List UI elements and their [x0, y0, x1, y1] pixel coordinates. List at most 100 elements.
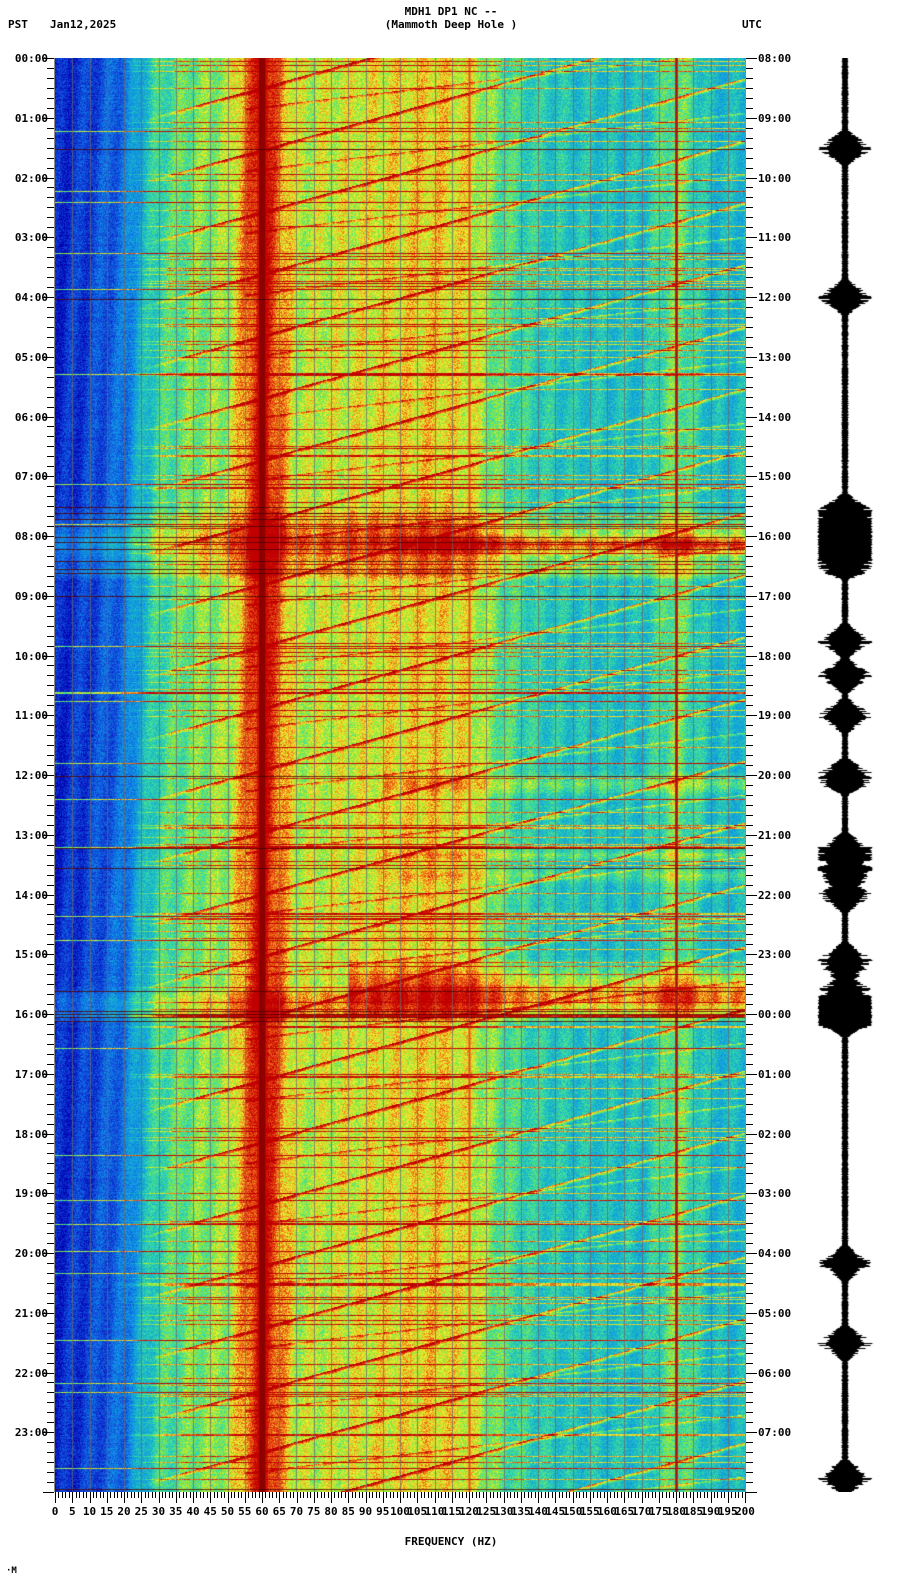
right-minor-tick — [746, 845, 753, 846]
left-time-label: 02:00 — [14, 172, 48, 185]
right-minor-tick — [746, 994, 753, 995]
frequency-major-tick — [314, 1492, 315, 1503]
left-minor-tick — [47, 217, 54, 218]
right-minor-tick — [746, 546, 753, 547]
right-minor-tick — [746, 1273, 753, 1274]
left-hour-tick — [43, 1432, 54, 1433]
right-minor-tick — [746, 576, 753, 577]
right-time-label: 22:00 — [758, 889, 792, 902]
left-minor-tick — [47, 636, 54, 637]
right-minor-tick — [746, 934, 753, 935]
right-minor-tick — [746, 128, 753, 129]
frequency-tick-label: 5 — [68, 1505, 76, 1518]
left-minor-tick — [47, 914, 54, 915]
frequency-minor-tick — [476, 1492, 477, 1498]
frequency-tick-label: 15 — [100, 1505, 114, 1518]
frequency-major-tick — [279, 1492, 280, 1503]
left-minor-tick — [47, 257, 54, 258]
left-hour-tick — [43, 895, 54, 896]
frequency-minor-tick — [293, 1492, 294, 1498]
frequency-minor-tick — [117, 1492, 118, 1498]
left-minor-tick — [47, 1303, 54, 1304]
frequency-minor-tick — [86, 1492, 87, 1498]
right-time-label: 10:00 — [758, 172, 792, 185]
right-minor-tick — [746, 855, 753, 856]
right-minor-tick — [746, 1422, 753, 1423]
frequency-minor-tick — [369, 1492, 370, 1498]
frequency-minor-tick — [321, 1492, 322, 1498]
x-axis-title: FREQUENCY (HZ) — [404, 1535, 498, 1548]
right-minor-tick — [746, 805, 753, 806]
station-name-title: (Mammoth Deep Hole ) — [384, 18, 518, 31]
right-time-label: 16:00 — [758, 530, 792, 543]
frequency-minor-tick — [390, 1492, 391, 1498]
frequency-tick-label: 140 — [528, 1505, 548, 1518]
frequency-minor-tick — [517, 1492, 518, 1498]
right-hour-tick — [746, 536, 757, 537]
left-minor-tick — [47, 1094, 54, 1095]
left-hour-tick — [43, 536, 54, 537]
left-hour-tick — [43, 237, 54, 238]
frequency-major-tick — [297, 1492, 298, 1503]
left-hour-tick — [43, 476, 54, 477]
right-minor-tick — [746, 148, 753, 149]
frequency-major-tick — [693, 1492, 694, 1503]
left-minor-tick — [47, 576, 54, 577]
left-hour-tick — [43, 1492, 54, 1493]
right-hour-tick — [746, 596, 757, 597]
left-minor-tick — [47, 1153, 54, 1154]
left-minor-tick — [47, 665, 54, 666]
right-minor-tick — [746, 815, 753, 816]
left-minor-tick — [47, 1363, 54, 1364]
frequency-minor-tick — [528, 1492, 529, 1498]
right-minor-tick — [746, 247, 753, 248]
frequency-minor-tick — [152, 1492, 153, 1498]
right-minor-tick — [746, 197, 753, 198]
left-minor-tick — [47, 904, 54, 905]
left-time-label: 22:00 — [14, 1367, 48, 1380]
right-minor-tick — [746, 337, 753, 338]
frequency-major-tick — [728, 1492, 729, 1503]
left-minor-tick — [47, 397, 54, 398]
frequency-major-tick — [469, 1492, 470, 1503]
left-minor-tick — [47, 98, 54, 99]
frequency-minor-tick — [359, 1492, 360, 1498]
frequency-minor-tick — [203, 1492, 204, 1498]
right-minor-tick — [746, 974, 753, 975]
left-minor-tick — [47, 924, 54, 925]
left-minor-tick — [47, 1333, 54, 1334]
left-hour-tick — [43, 656, 54, 657]
right-minor-tick — [746, 1382, 753, 1383]
left-minor-tick — [47, 158, 54, 159]
right-time-label: 04:00 — [758, 1247, 792, 1260]
right-minor-tick — [746, 1472, 753, 1473]
right-time-label: 20:00 — [758, 769, 792, 782]
frequency-minor-tick — [372, 1492, 373, 1498]
right-minor-tick — [746, 1392, 753, 1393]
right-minor-tick — [746, 1412, 753, 1413]
left-minor-tick — [47, 287, 54, 288]
frequency-tick-label: 180 — [666, 1505, 686, 1518]
frequency-major-tick — [624, 1492, 625, 1503]
right-hour-tick — [746, 297, 757, 298]
frequency-tick-label: 120 — [459, 1505, 479, 1518]
frequency-minor-tick — [145, 1492, 146, 1498]
right-minor-tick — [746, 1442, 753, 1443]
right-minor-tick — [746, 1243, 753, 1244]
right-minor-tick — [746, 377, 753, 378]
frequency-minor-tick — [324, 1492, 325, 1498]
left-minor-tick — [47, 556, 54, 557]
frequency-minor-tick — [472, 1492, 473, 1498]
frequency-minor-tick — [345, 1492, 346, 1498]
right-minor-tick — [746, 944, 753, 945]
left-hour-tick — [43, 417, 54, 418]
frequency-minor-tick — [169, 1492, 170, 1498]
left-minor-tick — [47, 227, 54, 228]
frequency-minor-tick — [276, 1492, 277, 1498]
right-hour-tick — [746, 1014, 757, 1015]
right-time-label: 07:00 — [758, 1426, 792, 1439]
plot-right-axis-rail — [745, 58, 746, 1492]
right-minor-tick — [746, 98, 753, 99]
right-minor-tick — [746, 277, 753, 278]
frequency-minor-tick — [638, 1492, 639, 1498]
